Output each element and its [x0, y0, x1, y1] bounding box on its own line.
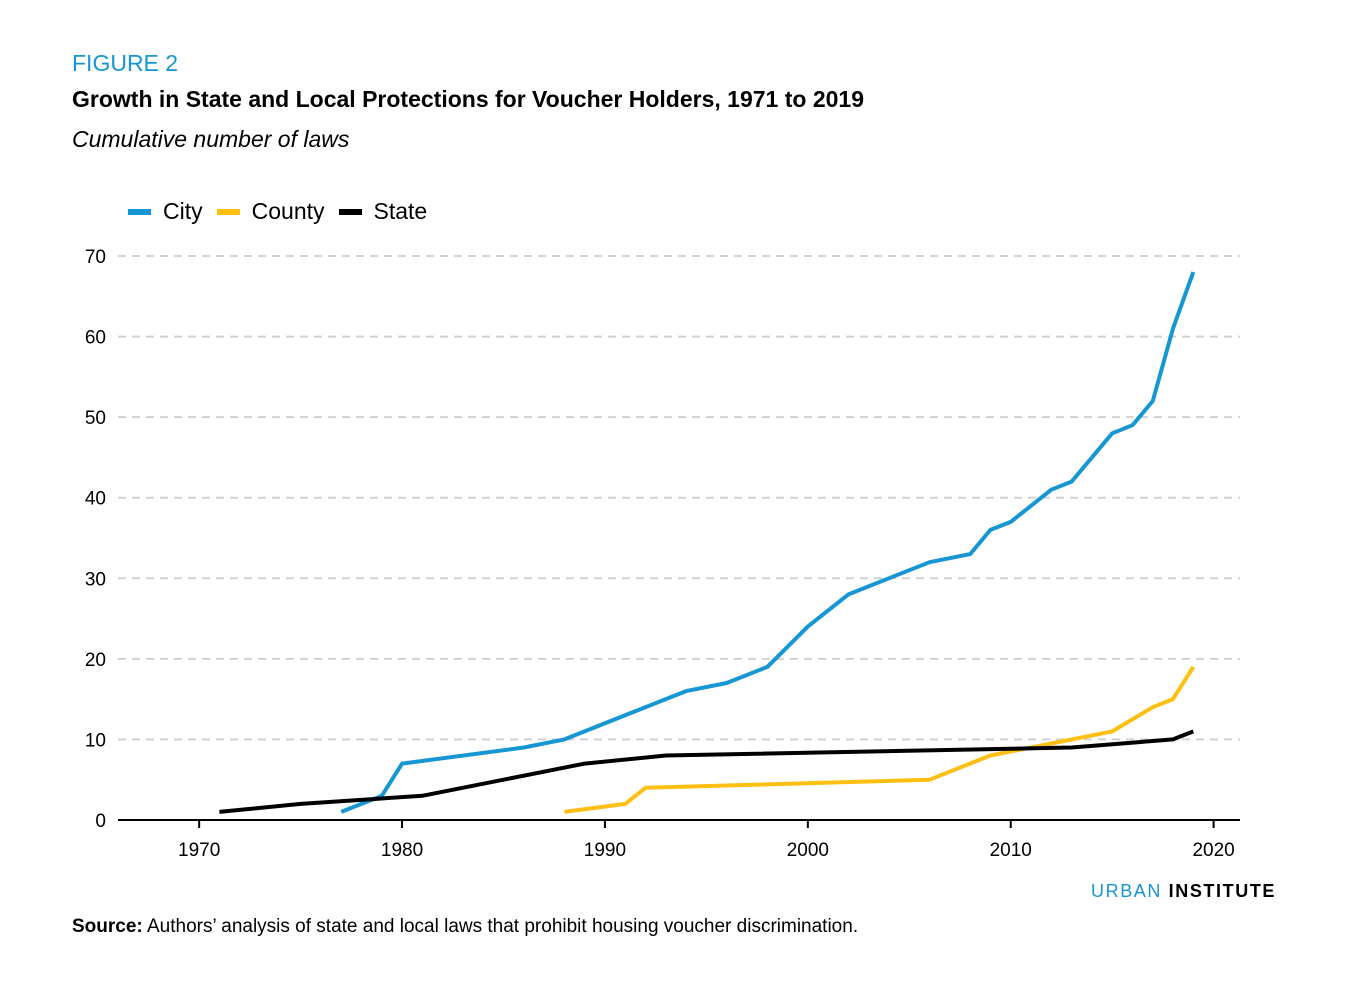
y-tick-label-0: 0 — [95, 811, 106, 832]
brand-logo: URBAN INSTITUTE — [1091, 881, 1276, 902]
legend-swatch-city — [128, 208, 151, 215]
legend-item-state: State — [338, 198, 428, 225]
x-tick-label-2000: 2000 — [787, 840, 829, 861]
chart-title: Growth in State and Local Protections fo… — [72, 86, 864, 112]
legend-swatch-state — [338, 208, 362, 215]
source-note: Source: Authors’ analysis of state and l… — [72, 916, 858, 938]
x-tick-label-2010: 2010 — [990, 840, 1032, 861]
y-tick-label-30: 30 — [85, 569, 106, 590]
legend-item-county: County — [216, 198, 325, 225]
y-tick-label-70: 70 — [85, 247, 106, 268]
y-tick-label-50: 50 — [85, 408, 106, 429]
brand-institute: INSTITUTE — [1168, 881, 1277, 901]
figure-label: FIGURE 2 — [72, 50, 179, 76]
y-tick-label-40: 40 — [85, 489, 106, 510]
x-tick-label-2020: 2020 — [1192, 840, 1234, 861]
legend-swatch-county — [216, 208, 240, 215]
y-tick-label-20: 20 — [85, 650, 106, 671]
legend-item-city: City — [128, 198, 203, 225]
chart-subtitle: Cumulative number of laws — [72, 126, 350, 152]
legend-label-city: City — [163, 198, 203, 224]
y-tick-label-60: 60 — [85, 328, 106, 349]
x-tick-label-1980: 1980 — [381, 840, 423, 861]
source-text: Authors’ analysis of state and local law… — [142, 916, 859, 937]
x-tick-label-1970: 1970 — [178, 840, 220, 861]
legend-label-county: County — [251, 198, 325, 224]
source-label: Source: — [72, 916, 143, 937]
series-line-state — [219, 729, 1195, 814]
brand-urban: URBAN — [1091, 881, 1163, 901]
chart-legend: City County State — [128, 198, 441, 225]
x-tick-label-1990: 1990 — [584, 840, 626, 861]
series-line-city — [340, 271, 1196, 814]
legend-label-state: State — [373, 198, 428, 224]
y-tick-label-10: 10 — [85, 730, 106, 751]
